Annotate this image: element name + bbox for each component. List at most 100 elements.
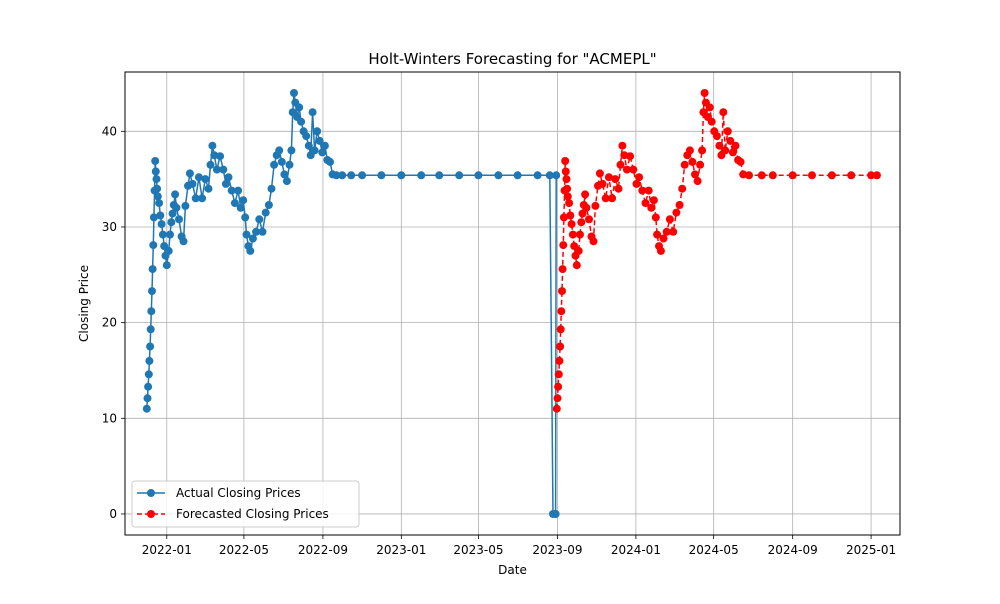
data-point-forecast bbox=[680, 160, 689, 169]
data-point-forecast bbox=[553, 394, 562, 403]
data-point-forecast bbox=[757, 171, 766, 180]
data-point-forecast bbox=[693, 177, 702, 186]
data-point-actual bbox=[143, 394, 152, 403]
data-point-actual bbox=[310, 146, 319, 155]
data-point-actual bbox=[146, 325, 155, 334]
data-point-forecast bbox=[567, 220, 576, 229]
data-point-actual bbox=[201, 175, 210, 184]
data-point-forecast bbox=[731, 141, 740, 150]
data-point-actual bbox=[290, 89, 298, 97]
x-tick-label: 2023-01 bbox=[376, 543, 426, 557]
x-tick-label: 2023-05 bbox=[453, 543, 503, 557]
y-tick-label: 40 bbox=[102, 124, 117, 138]
data-point-forecast bbox=[552, 404, 561, 413]
data-point-forecast bbox=[601, 194, 610, 203]
data-point-forecast bbox=[576, 230, 584, 239]
x-tick-label: 2025-01 bbox=[846, 543, 896, 557]
data-point-actual bbox=[315, 136, 324, 145]
data-point-forecast bbox=[672, 208, 681, 217]
data-point-actual bbox=[533, 171, 542, 180]
data-point-actual bbox=[162, 261, 171, 270]
data-point-forecast bbox=[847, 171, 856, 180]
data-point-actual bbox=[164, 246, 173, 255]
data-point-forecast bbox=[589, 237, 598, 246]
x-tick-label: 2022-01 bbox=[142, 543, 192, 557]
data-point-forecast bbox=[653, 230, 662, 239]
data-point-actual bbox=[358, 171, 367, 180]
x-tick-label: 2022-09 bbox=[298, 543, 348, 557]
data-point-actual bbox=[236, 203, 245, 212]
data-point-actual bbox=[318, 148, 327, 157]
data-point-forecast bbox=[788, 171, 797, 180]
data-point-forecast bbox=[568, 230, 577, 239]
x-tick-label: 2024-09 bbox=[768, 543, 818, 557]
data-point-actual bbox=[494, 171, 503, 180]
data-point-forecast bbox=[574, 246, 583, 255]
data-point-forecast bbox=[656, 246, 665, 255]
x-tick-label: 2024-05 bbox=[689, 543, 739, 557]
data-point-actual bbox=[146, 342, 155, 351]
data-point-forecast bbox=[867, 171, 876, 180]
tick-layer: 2022-01 2022-05 2022-09 2023-01 2023-05 2023-… bbox=[102, 124, 896, 557]
data-point-forecast bbox=[566, 211, 575, 220]
data-point-actual bbox=[156, 211, 165, 220]
data-point-actual bbox=[280, 170, 289, 179]
data-point-forecast bbox=[555, 356, 564, 365]
data-point-forecast bbox=[556, 325, 565, 334]
data-point-actual bbox=[455, 171, 464, 180]
data-point-actual bbox=[377, 171, 386, 180]
data-point-actual bbox=[204, 184, 213, 193]
data-point-forecast bbox=[723, 127, 732, 136]
data-point-forecast bbox=[591, 201, 600, 210]
data-point-actual bbox=[326, 157, 334, 166]
data-point-forecast bbox=[626, 152, 635, 161]
series-layer bbox=[142, 89, 881, 518]
data-point-actual bbox=[155, 199, 164, 208]
data-point-forecast bbox=[585, 215, 593, 224]
data-point-forecast bbox=[700, 89, 709, 97]
data-point-actual bbox=[171, 190, 180, 199]
data-point-actual bbox=[474, 171, 483, 180]
data-point-actual bbox=[149, 213, 158, 222]
data-point-actual bbox=[179, 237, 188, 246]
data-point-forecast bbox=[616, 160, 625, 169]
data-point-forecast bbox=[768, 171, 777, 180]
data-point-actual bbox=[219, 165, 228, 174]
data-point-actual bbox=[252, 227, 261, 236]
data-point-actual bbox=[513, 171, 522, 180]
data-point-forecast bbox=[721, 146, 730, 155]
data-point-forecast bbox=[712, 132, 721, 141]
data-point-actual bbox=[142, 404, 151, 413]
data-point-actual bbox=[191, 194, 200, 203]
data-point-actual bbox=[338, 171, 347, 180]
data-point-actual bbox=[227, 186, 236, 195]
data-point-actual bbox=[181, 201, 190, 210]
data-point-actual bbox=[551, 510, 560, 518]
data-point-actual bbox=[255, 215, 264, 224]
data-point-forecast bbox=[649, 196, 658, 205]
data-point-actual bbox=[282, 177, 291, 186]
y-tick-label: 10 bbox=[102, 411, 117, 425]
data-point-actual bbox=[151, 167, 160, 176]
data-point-actual bbox=[148, 287, 156, 296]
data-point-actual bbox=[149, 241, 158, 250]
data-point-forecast bbox=[678, 184, 687, 193]
data-point-forecast bbox=[808, 171, 816, 180]
data-point-forecast bbox=[608, 194, 617, 203]
data-point-actual bbox=[275, 146, 284, 155]
data-point-forecast bbox=[665, 215, 674, 224]
data-point-actual bbox=[194, 173, 203, 182]
data-point-actual bbox=[144, 382, 153, 391]
data-point-forecast bbox=[696, 160, 705, 169]
x-tick-label: 2022-05 bbox=[219, 543, 269, 557]
data-point-forecast bbox=[726, 136, 735, 145]
y-tick-label: 20 bbox=[102, 316, 117, 330]
data-point-actual bbox=[304, 141, 313, 150]
data-point-actual bbox=[167, 218, 176, 227]
data-point-actual bbox=[145, 356, 154, 365]
data-point-forecast bbox=[736, 157, 745, 166]
data-point-actual bbox=[287, 146, 296, 155]
data-point-forecast bbox=[561, 167, 570, 176]
data-point-forecast bbox=[604, 173, 613, 182]
